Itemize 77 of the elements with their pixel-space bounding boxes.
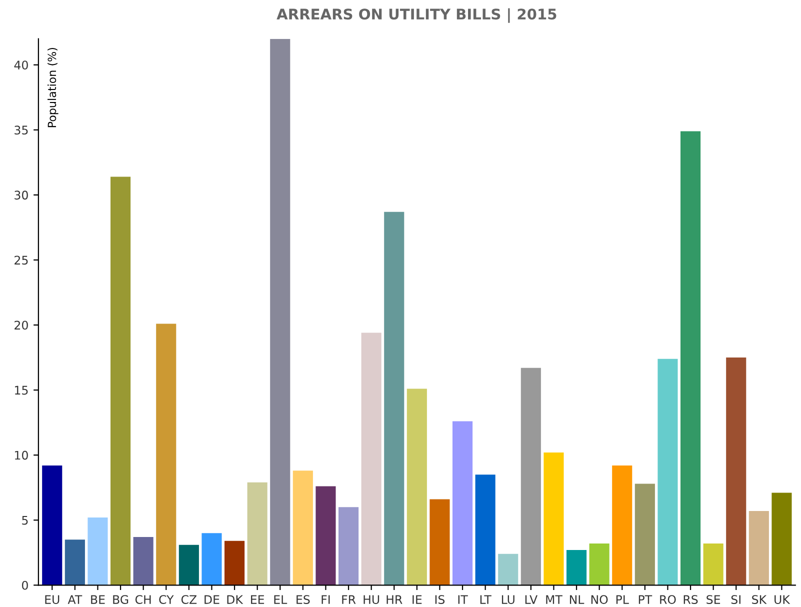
x-tick-label: EL — [274, 595, 288, 604]
bar — [406, 388, 427, 586]
bar — [361, 332, 382, 586]
x-tick-label: BG — [113, 595, 128, 604]
bar — [634, 484, 655, 586]
x-tick-label: CH — [135, 595, 151, 604]
x-tick-label: SK — [752, 595, 767, 604]
bar — [270, 38, 290, 586]
bar — [680, 131, 701, 586]
x-tick-label: AT — [68, 595, 82, 604]
x-tick-label: DE — [204, 595, 220, 604]
bar — [64, 540, 85, 586]
x-tick-label: PT — [638, 595, 652, 604]
bar — [612, 465, 632, 586]
x-tick-label: FR — [342, 595, 356, 604]
chart-title: ARREARS ON UTILITY BILLS | 2015 — [276, 8, 556, 23]
x-tick-label: RO — [660, 595, 676, 604]
bar — [178, 544, 199, 586]
x-tick-label: SE — [706, 595, 720, 604]
x-tick-label: MT — [546, 595, 562, 604]
bar — [88, 518, 108, 586]
bar — [247, 482, 268, 586]
bar — [452, 421, 473, 586]
x-tick-label: NO — [591, 595, 608, 604]
x-tick-label: SI — [731, 595, 740, 604]
bar — [42, 465, 62, 586]
x-tick-label: LV — [525, 595, 538, 604]
x-tick-label: IE — [412, 595, 422, 604]
x-tick-label: HR — [386, 595, 402, 604]
bar — [658, 358, 678, 586]
y-axis-title: Population (%) — [48, 48, 58, 128]
bar — [566, 550, 587, 586]
bar — [520, 368, 541, 586]
bar — [772, 492, 792, 586]
bar — [498, 554, 518, 586]
bar — [475, 474, 496, 586]
y-tick-label: 25 — [14, 256, 28, 265]
bar — [156, 324, 176, 586]
x-tick-label: PL — [616, 595, 629, 604]
y-tick-label: 0 — [22, 580, 28, 590]
bar — [430, 499, 450, 586]
x-tick-label: IS — [435, 595, 445, 604]
y-tick-label: 5 — [22, 516, 28, 525]
bar — [338, 507, 359, 586]
x-tick-label: CY — [159, 595, 174, 604]
bar — [224, 540, 245, 586]
x-tick-label: NL — [570, 595, 584, 604]
bar — [748, 511, 769, 586]
bar — [589, 544, 610, 586]
x-tick-label: RS — [684, 595, 698, 604]
x-tick-label: BE — [91, 595, 105, 604]
x-tick-label: UK — [774, 595, 790, 604]
x-tick-label: LU — [502, 595, 514, 604]
x-tick-label: DK — [227, 595, 244, 604]
x-tick-label: LT — [480, 595, 492, 604]
y-tick-label: 35 — [14, 126, 28, 135]
x-tick-label: FI — [322, 595, 330, 604]
x-tick-label: EU — [45, 595, 60, 604]
bar — [703, 544, 724, 586]
y-tick-label: 20 — [14, 320, 28, 330]
bar — [316, 486, 336, 586]
bar — [384, 212, 404, 586]
x-tick-label: ES — [296, 595, 310, 604]
x-tick-label: HU — [364, 595, 380, 604]
y-tick-label: 15 — [15, 386, 28, 395]
y-tick-label: 40 — [14, 60, 28, 70]
bar — [292, 470, 313, 586]
bar — [133, 537, 154, 586]
bar — [110, 176, 131, 586]
x-tick-label: IT — [458, 595, 468, 604]
y-tick-label: 30 — [14, 190, 28, 200]
x-tick-label: CZ — [181, 595, 197, 604]
bar — [202, 533, 222, 586]
y-tick-label: 10 — [15, 450, 28, 460]
x-tick-label: EE — [251, 595, 264, 604]
bar — [544, 452, 564, 586]
bar — [726, 358, 746, 586]
